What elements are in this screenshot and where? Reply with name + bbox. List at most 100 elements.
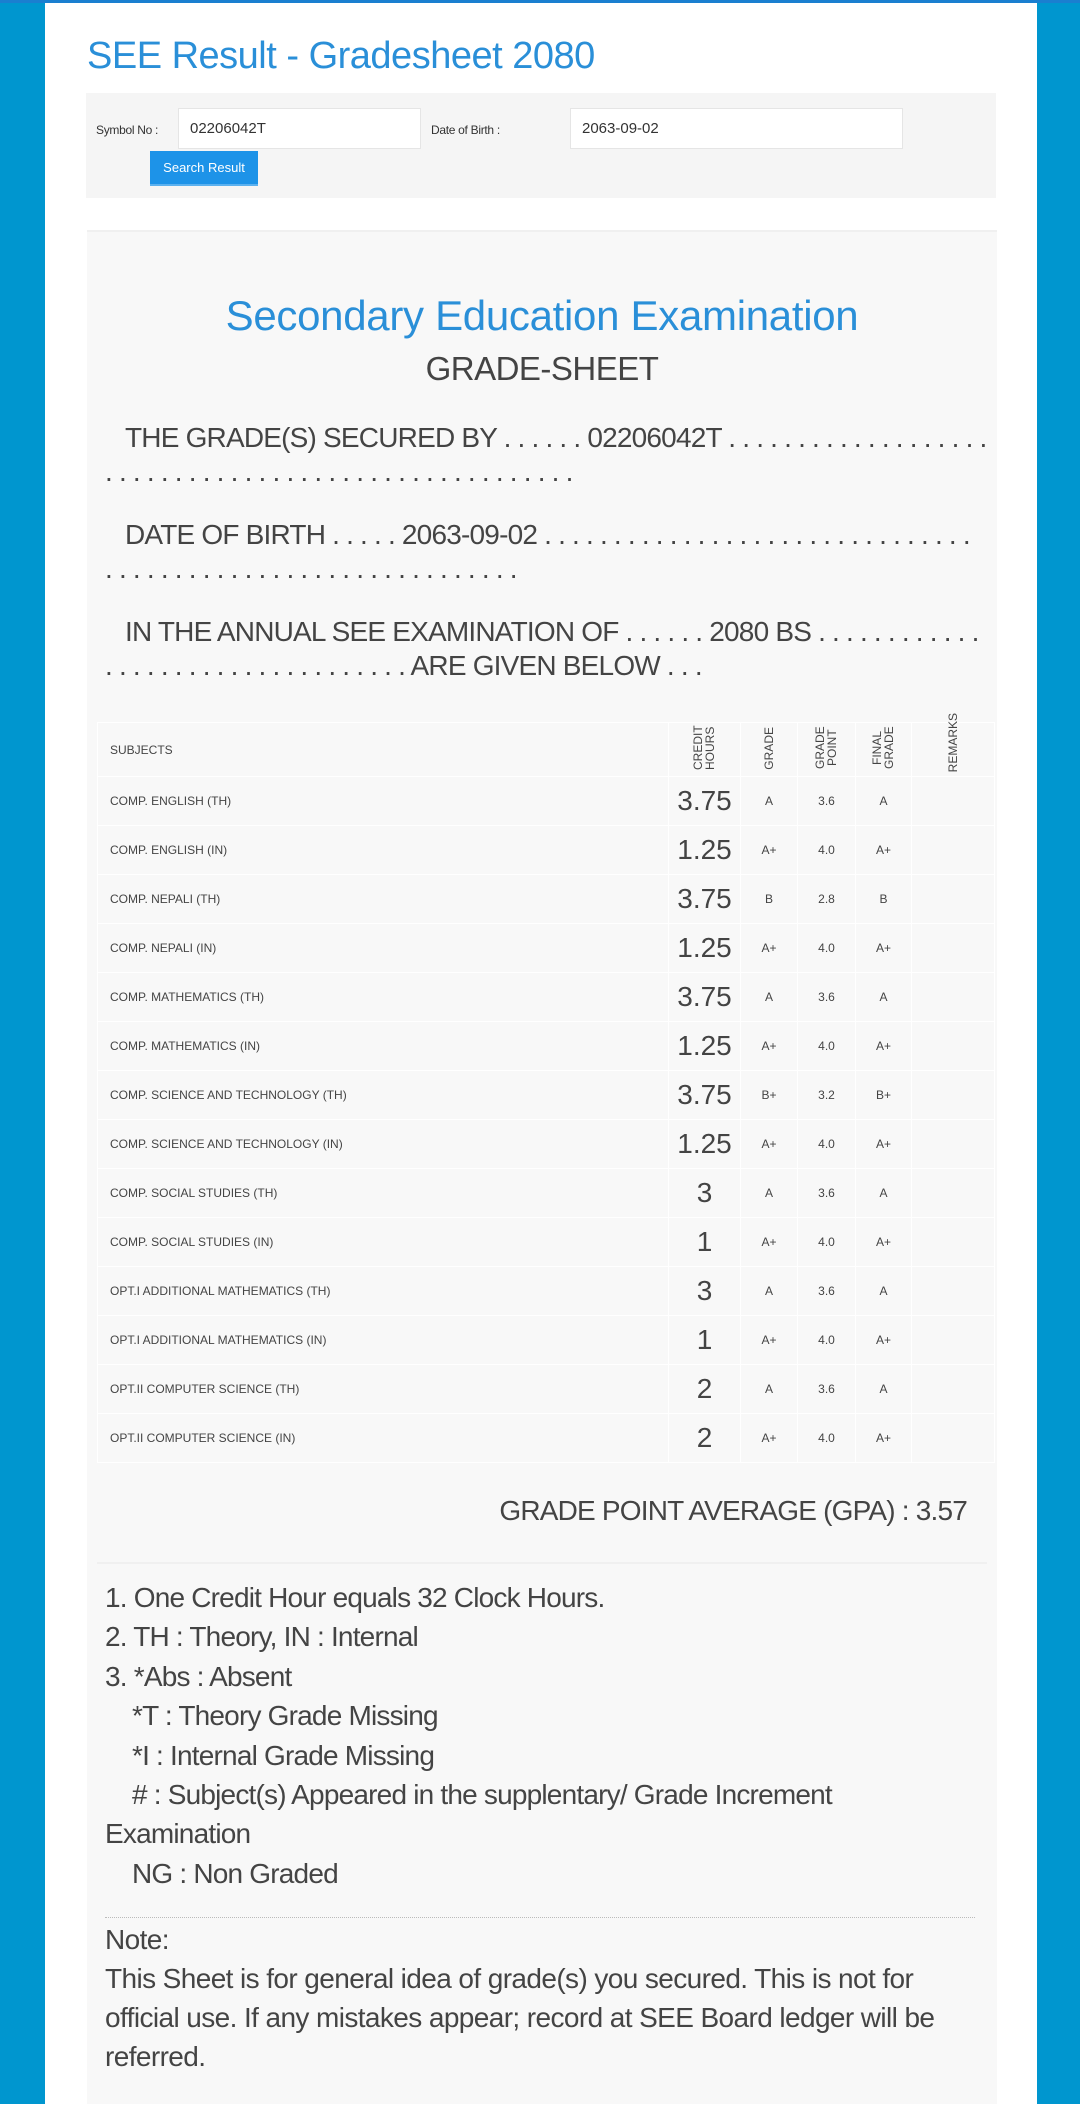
- grade-point-cell: 3.2: [797, 1070, 856, 1120]
- search-form: Symbol No : Date of Birth : Search Resul…: [86, 93, 996, 198]
- grade-cell: A+: [740, 1217, 798, 1267]
- credit-hours-cell: 3.75: [668, 874, 741, 924]
- subject-cell: OPT.II COMPUTER SCIENCE (TH): [97, 1364, 669, 1414]
- grade-point-cell: 4.0: [797, 1119, 856, 1169]
- grade-cell: A: [740, 1364, 798, 1414]
- dob-input[interactable]: [570, 108, 903, 149]
- secured-by-line: THE GRADE(S) SECURED BY . . . . . . 0220…: [125, 422, 987, 453]
- dob-line: DATE OF BIRTH . . . . . 2063-09-02 . . .…: [125, 519, 971, 550]
- final-grade-cell: A: [855, 972, 912, 1022]
- remarks-cell: [911, 1266, 995, 1316]
- header-subjects: SUBJECTS: [97, 722, 669, 777]
- header-grade-point: GRADE POINT: [797, 722, 856, 777]
- credit-hours-cell: 3: [668, 1168, 741, 1218]
- grade-cell: A: [740, 1266, 798, 1316]
- search-result-button[interactable]: Search Result: [150, 151, 258, 186]
- credit-hours-cell: 3.75: [668, 1070, 741, 1120]
- remarks-cell: [911, 874, 995, 924]
- grade-cell: B+: [740, 1070, 798, 1120]
- subject-cell: COMP. ENGLISH (TH): [97, 776, 669, 826]
- final-grade-cell: A+: [855, 1413, 912, 1463]
- gradesheet: Secondary Education Examination GRADE-SH…: [87, 230, 997, 2104]
- subject-cell: COMP. NEPALI (IN): [97, 923, 669, 973]
- page-container: SEE Result - Gradesheet 2080 Symbol No :…: [45, 3, 1037, 2104]
- credit-hours-cell: 1.25: [668, 825, 741, 875]
- remarks-cell: [911, 825, 995, 875]
- header-credit-hours: CREDIT HOURS: [668, 722, 741, 777]
- final-grade-cell: A+: [855, 825, 912, 875]
- gradesheet-heading: GRADE-SHEET: [425, 350, 659, 387]
- grade-cell: A+: [740, 1021, 798, 1071]
- table-row: OPT.I ADDITIONAL MATHEMATICS (IN) 1 A+ 4.0 A…: [97, 1315, 995, 1365]
- table-row: COMP. ENGLISH (IN) 1.25 A+ 4.0 A+: [97, 825, 995, 875]
- disclaimer: Note: This Sheet is for general idea of …: [105, 1920, 975, 2076]
- gpa: GRADE POINT AVERAGE (GPA) : 3.57: [499, 1495, 967, 1526]
- header-remarks: REMARKS: [911, 713, 995, 777]
- note-item: *T : Theory Grade Missing: [132, 1700, 439, 1732]
- table-row: COMP. SCIENCE AND TECHNOLOGY (TH) 3.75 B+ 3…: [97, 1070, 995, 1120]
- final-grade-cell: B+: [855, 1070, 912, 1120]
- grade-point-cell: 4.0: [797, 1315, 856, 1365]
- subject-cell: OPT.I ADDITIONAL MATHEMATICS (IN): [97, 1315, 669, 1365]
- note-text: This Sheet is for general idea of grade(…: [105, 1963, 935, 2072]
- remarks-cell: [911, 776, 995, 826]
- table-row: COMP. NEPALI (IN) 1.25 A+ 4.0 A+: [97, 923, 995, 973]
- final-grade-cell: A+: [855, 1021, 912, 1071]
- exam-heading: Secondary Education Examination: [225, 292, 859, 339]
- grade-point-cell: 4.0: [797, 1217, 856, 1267]
- grade-cell: A+: [740, 1315, 798, 1365]
- table-row: OPT.I ADDITIONAL MATHEMATICS (TH) 3 A 3.6 A: [97, 1266, 995, 1316]
- secured-by-line-cont: . . . . . . . . . . . . . . . . . . . . …: [105, 456, 573, 487]
- remarks-cell: [911, 923, 995, 973]
- remarks-cell: [911, 1021, 995, 1071]
- final-grade-cell: A: [855, 1364, 912, 1414]
- remarks-cell: [911, 1217, 995, 1267]
- symbol-input[interactable]: [178, 108, 421, 149]
- credit-hours-cell: 1: [668, 1217, 741, 1267]
- remarks-cell: [911, 972, 995, 1022]
- dob-label: Date of Birth :: [431, 123, 500, 137]
- table-row: COMP. MATHEMATICS (TH) 3.75 A 3.6 A: [97, 972, 995, 1022]
- subject-cell: COMP. SCIENCE AND TECHNOLOGY (IN): [97, 1119, 669, 1169]
- final-grade-cell: A+: [855, 1217, 912, 1267]
- remarks-cell: [911, 1315, 995, 1365]
- credit-hours-cell: 1.25: [668, 1021, 741, 1071]
- remarks-cell: [911, 1413, 995, 1463]
- remarks-cell: [911, 1364, 995, 1414]
- grade-cell: A: [740, 776, 798, 826]
- note-item: Examination: [105, 1818, 251, 1850]
- table-row: COMP. SOCIAL STUDIES (TH) 3 A 3.6 A: [97, 1168, 995, 1218]
- exam-line-cont: . . . . . . . . . . . . . . . . . . . . …: [105, 650, 703, 681]
- table-row: COMP. NEPALI (TH) 3.75 B 2.8 B: [97, 874, 995, 924]
- table-row: COMP. MATHEMATICS (IN) 1.25 A+ 4.0 A+: [97, 1021, 995, 1071]
- grade-point-cell: 3.6: [797, 972, 856, 1022]
- remarks-cell: [911, 1168, 995, 1218]
- grade-point-cell: 4.0: [797, 825, 856, 875]
- note-item: *I : Internal Grade Missing: [132, 1739, 435, 1771]
- grade-cell: A: [740, 972, 798, 1022]
- note-item: NG : Non Graded: [132, 1857, 339, 1889]
- final-grade-cell: A+: [855, 1315, 912, 1365]
- grade-cell: A: [740, 1168, 798, 1218]
- exam-line: IN THE ANNUAL SEE EXAMINATION OF . . . .…: [125, 616, 979, 647]
- credit-hours-cell: 3.75: [668, 972, 741, 1022]
- grade-point-cell: 2.8: [797, 874, 856, 924]
- table-row: COMP. ENGLISH (TH) 3.75 A 3.6 A: [97, 776, 995, 826]
- legend-notes: 1. One Credit Hour equals 32 Clock Hours…: [105, 1578, 985, 1893]
- final-grade-cell: A+: [855, 923, 912, 973]
- final-grade-cell: A: [855, 1266, 912, 1316]
- symbol-label: Symbol No :: [96, 123, 159, 137]
- grade-point-cell: 3.6: [797, 1168, 856, 1218]
- grades-table: SUBJECTS CREDIT HOURS GRADE GRADE POINT …: [97, 713, 995, 1463]
- note-item: # : Subject(s) Appeared in the supplenta…: [132, 1779, 833, 1811]
- dob-line-cont: . . . . . . . . . . . . . . . . . . . . …: [105, 553, 518, 584]
- table-row: COMP. SOCIAL STUDIES (IN) 1 A+ 4.0 A+: [97, 1217, 995, 1267]
- grade-point-cell: 3.6: [797, 776, 856, 826]
- note-item: 3. *Abs : Absent: [105, 1660, 292, 1692]
- subject-cell: COMP. SOCIAL STUDIES (IN): [97, 1217, 669, 1267]
- remarks-cell: [911, 1119, 995, 1169]
- header-grade: GRADE: [740, 722, 798, 777]
- subject-cell: COMP. SCIENCE AND TECHNOLOGY (TH): [97, 1070, 669, 1120]
- remarks-cell: [911, 1070, 995, 1120]
- credit-hours-cell: 1.25: [668, 1119, 741, 1169]
